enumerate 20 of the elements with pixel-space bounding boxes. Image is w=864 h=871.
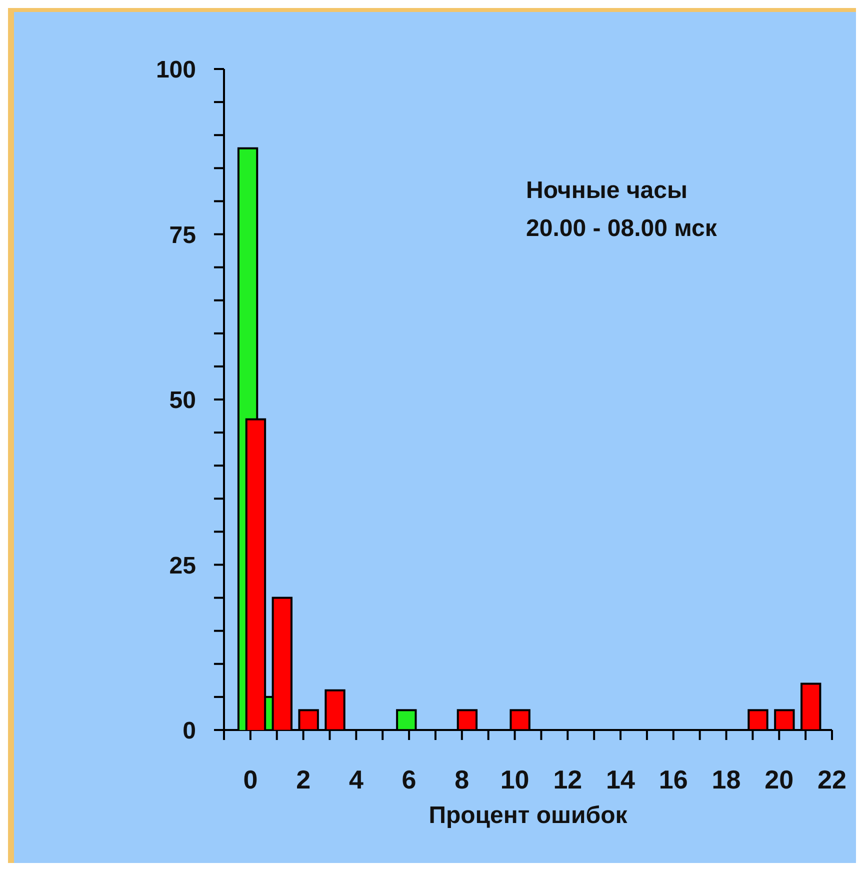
y-tick-label: 0 (182, 718, 196, 745)
y-tick-label: 50 (169, 387, 196, 414)
annotation: 20.00 - 08.00 мск (526, 214, 717, 244)
x-tick-label: 14 (606, 764, 636, 794)
x-tick-label: 22 (818, 764, 846, 794)
x-tick-label: 8 (454, 764, 470, 794)
y-tick-label: 75 (169, 222, 196, 249)
x-tick-label: 12 (553, 764, 582, 794)
x-tick-label: 0 (243, 764, 258, 794)
x-tick-label: 18 (712, 764, 741, 794)
annotation: Ночные часы (526, 176, 688, 206)
x-tick-label: 6 (402, 764, 416, 794)
x-tick-label: 4 (348, 764, 364, 794)
x-tick-label: 16 (658, 764, 688, 794)
y-tick-label: 100 (156, 56, 196, 84)
x-tick-label: 2 (296, 764, 311, 794)
x-tick-label: 20 (764, 764, 794, 794)
x-tick-label: 10 (500, 764, 530, 794)
y-tick-label: 25 (169, 552, 196, 580)
x-axis-title: Процент ошибок (428, 802, 628, 829)
